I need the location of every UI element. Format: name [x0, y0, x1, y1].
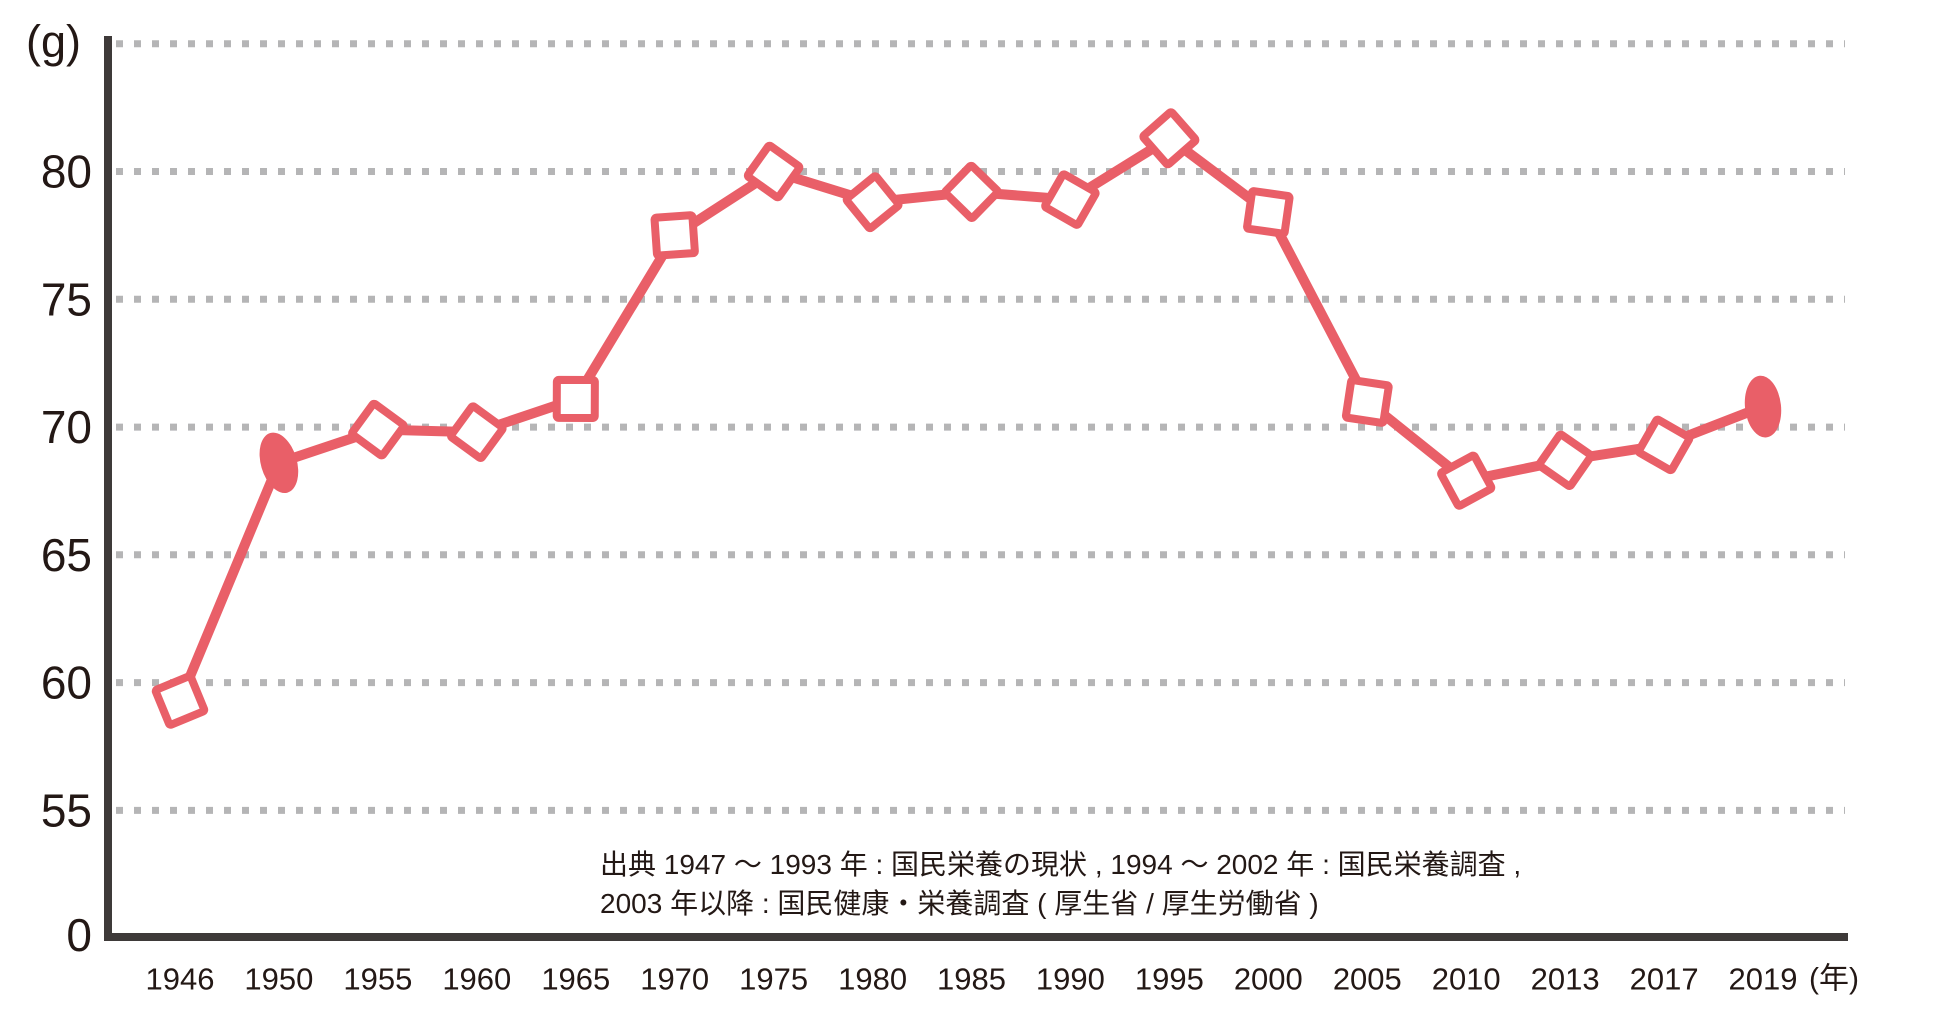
- svg-text:1950: 1950: [244, 962, 313, 997]
- svg-text:2019: 2019: [1729, 962, 1798, 997]
- svg-text:1970: 1970: [640, 962, 709, 997]
- svg-text:65: 65: [41, 529, 92, 581]
- svg-text:2013: 2013: [1531, 962, 1600, 997]
- svg-text:1946: 1946: [146, 962, 215, 997]
- svg-text:2005: 2005: [1333, 962, 1402, 997]
- svg-text:75: 75: [41, 273, 92, 325]
- svg-text:1975: 1975: [739, 962, 808, 997]
- source-note-line1: 出典 1947 ～ 1993 年 : 国民栄養の現状 , 1994 ～ 2002…: [600, 849, 1522, 880]
- svg-text:60: 60: [41, 657, 92, 709]
- svg-text:0: 0: [66, 909, 92, 961]
- svg-text:1985: 1985: [937, 962, 1006, 997]
- source-note: 出典 1947 ～ 1993 年 : 国民栄養の現状 , 1994 ～ 2002…: [600, 845, 1521, 923]
- svg-text:1960: 1960: [442, 962, 511, 997]
- svg-text:1990: 1990: [1036, 962, 1105, 997]
- svg-text:2010: 2010: [1432, 962, 1501, 997]
- svg-text:1955: 1955: [343, 962, 412, 997]
- svg-text:2017: 2017: [1630, 962, 1699, 997]
- svg-text:(年): (年): [1809, 963, 1859, 996]
- source-note-line2: 2003 年以降 : 国民健康・栄養調査 ( 厚生省 / 厚生労働省 ): [600, 888, 1319, 919]
- svg-text:70: 70: [41, 401, 92, 453]
- svg-text:55: 55: [41, 784, 92, 836]
- svg-text:1995: 1995: [1135, 962, 1204, 997]
- svg-text:1980: 1980: [838, 962, 907, 997]
- svg-text:2000: 2000: [1234, 962, 1303, 997]
- svg-text:80: 80: [41, 146, 92, 198]
- svg-text:1965: 1965: [541, 962, 610, 997]
- y-axis-unit-label: (g): [26, 16, 81, 67]
